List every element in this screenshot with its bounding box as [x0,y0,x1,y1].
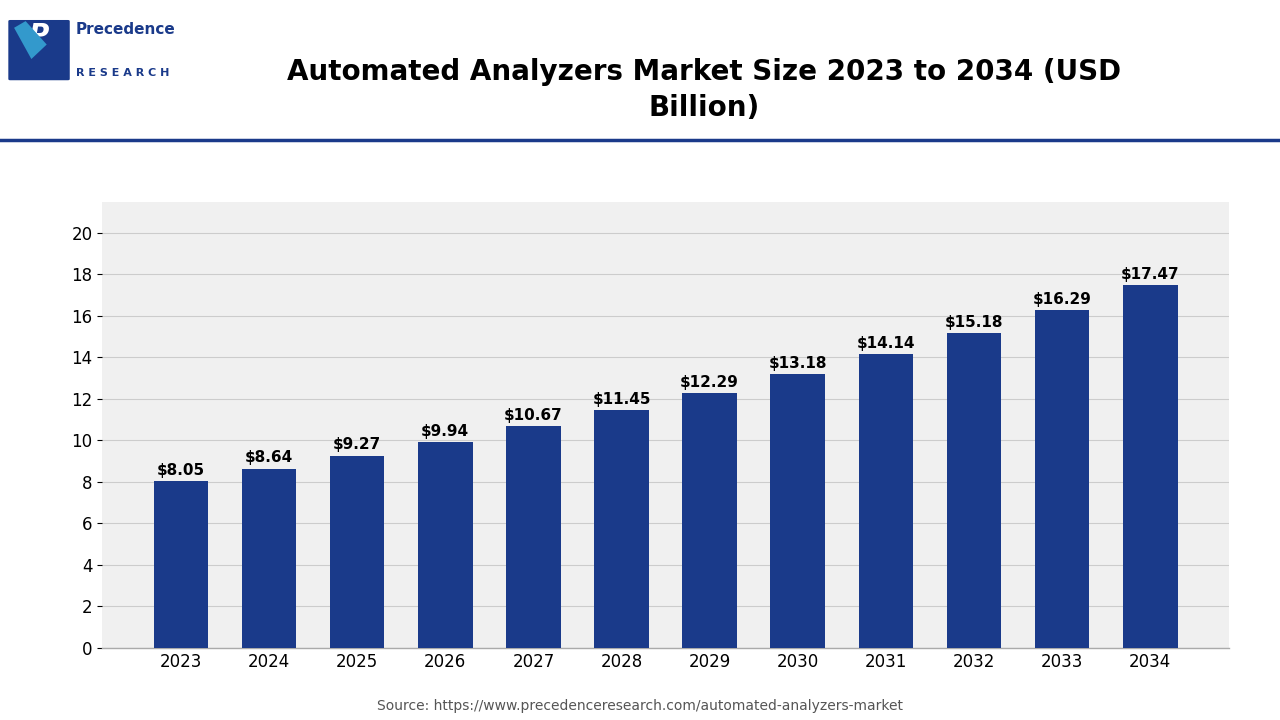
Text: $11.45: $11.45 [593,392,650,407]
Text: $15.18: $15.18 [945,315,1004,330]
Bar [506,426,561,648]
Bar [859,354,913,648]
Bar [330,456,384,648]
Text: P: P [29,22,49,50]
Text: $8.05: $8.05 [157,463,205,478]
Bar [947,333,1001,648]
Bar [1123,285,1178,648]
Bar [242,469,297,648]
FancyBboxPatch shape [9,20,70,80]
Text: $16.29: $16.29 [1033,292,1092,307]
Bar [154,481,209,648]
Bar [594,410,649,648]
Bar [682,393,737,648]
Text: Precedence: Precedence [76,22,175,37]
Text: $17.47: $17.47 [1121,267,1180,282]
Text: $13.18: $13.18 [768,356,827,372]
Text: $14.14: $14.14 [856,336,915,351]
Text: Source: https://www.precedenceresearch.com/automated-analyzers-market: Source: https://www.precedenceresearch.c… [378,699,902,713]
Text: $9.27: $9.27 [333,438,381,452]
Text: $12.29: $12.29 [680,374,739,390]
Text: $8.64: $8.64 [244,451,293,466]
Text: R E S E A R C H: R E S E A R C H [76,68,169,78]
Polygon shape [14,21,46,59]
Text: Automated Analyzers Market Size 2023 to 2034 (USD
Billion): Automated Analyzers Market Size 2023 to … [287,58,1121,122]
Text: $10.67: $10.67 [504,408,563,423]
Text: $9.94: $9.94 [421,423,470,438]
Bar [771,374,826,648]
Bar [1034,310,1089,648]
Bar [419,441,472,648]
